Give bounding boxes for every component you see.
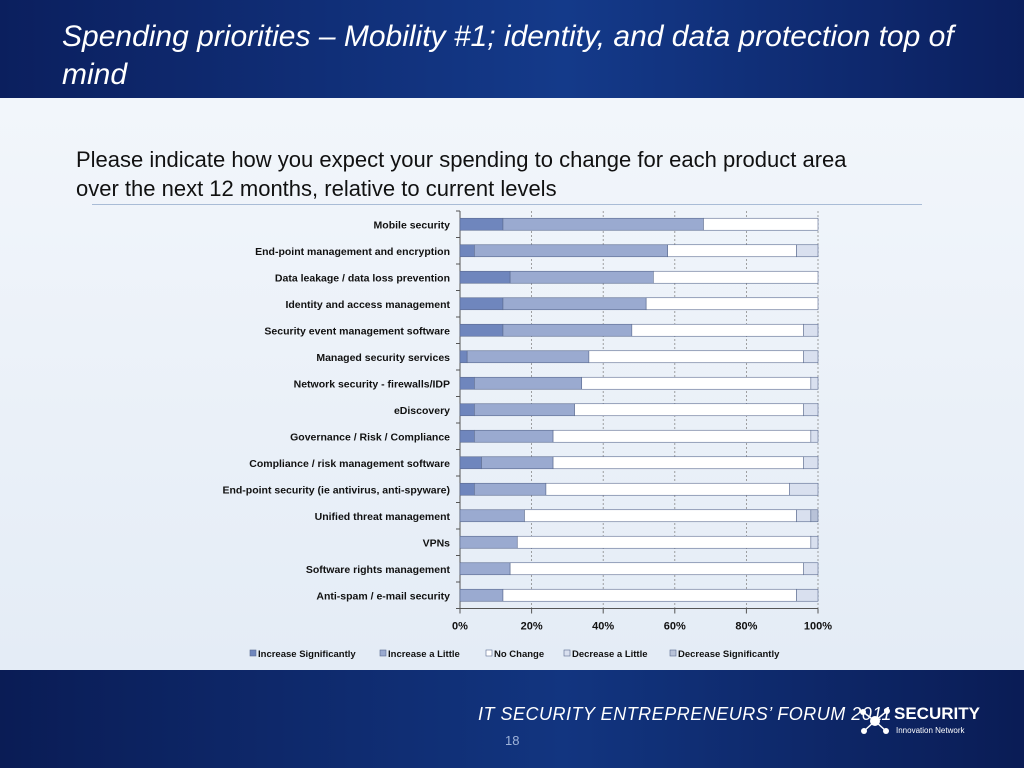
bar-segment (474, 403, 575, 417)
bar-segment (459, 429, 475, 443)
legend-label: Decrease a Little (572, 649, 648, 660)
bar-segment (474, 244, 668, 258)
category-label: Managed security services (316, 352, 450, 364)
bar-segment (631, 323, 804, 337)
legend-label: No Change (494, 649, 544, 660)
bar-segment (581, 376, 812, 390)
bar-segment (509, 270, 654, 284)
bar-segment (459, 403, 475, 417)
forum-name: IT SECURITY ENTREPRENEURS’ FORUM 2011 (478, 704, 892, 724)
category-label: Mobile security (374, 219, 451, 231)
bar-segment (524, 509, 797, 523)
legend-swatch (669, 649, 677, 657)
bar-segment (645, 297, 819, 311)
x-tick-label: 80% (735, 621, 757, 633)
bar-segment (803, 323, 819, 337)
bar-segment (796, 509, 812, 523)
category-label: eDiscovery (394, 405, 450, 417)
legend-swatch (485, 649, 493, 657)
x-tick-label: 20% (521, 621, 543, 633)
legend-swatch (379, 649, 387, 657)
bar-segment (803, 456, 819, 470)
bar-segment (803, 562, 819, 576)
category-label: Governance / Risk / Compliance (290, 431, 450, 443)
bar-segment (459, 323, 504, 337)
bar-segment (459, 509, 525, 523)
x-tick-label: 40% (592, 621, 614, 633)
bar-segment (803, 350, 819, 364)
category-label: Anti-spam / e-mail security (316, 590, 450, 602)
bar-segment (509, 562, 804, 576)
bar-segment (703, 217, 819, 231)
security-logo: SECURITY Innovation Network (858, 702, 988, 742)
bar-segment (459, 562, 511, 576)
bar-segment (502, 323, 633, 337)
bar-segment (810, 535, 819, 549)
bar-segment (459, 456, 482, 470)
divider-line (92, 204, 922, 205)
bar-segment (552, 429, 812, 443)
category-label: End-point security (ie antivirus, anti-s… (222, 484, 450, 496)
bar-segment (459, 376, 475, 390)
x-tick-label: 100% (804, 621, 832, 633)
bar-segment (810, 376, 819, 390)
legend-swatch (249, 649, 257, 657)
bar-segment (653, 270, 819, 284)
legend-swatch (563, 649, 571, 657)
bar-segment (502, 217, 704, 231)
category-label: Unified threat management (315, 511, 451, 523)
category-label: VPNs (423, 537, 451, 549)
bar-segment (474, 482, 547, 496)
bar-segment (466, 350, 590, 364)
bar-segment (545, 482, 790, 496)
bar-segment (789, 482, 819, 496)
x-tick-label: 0% (452, 621, 468, 633)
page-number: 18 (505, 733, 520, 748)
bar-segment (459, 588, 504, 602)
bar-segment (667, 244, 797, 258)
bar-segment (516, 535, 812, 549)
bar-segment (588, 350, 804, 364)
bar-segment (574, 403, 804, 417)
bar-segment (459, 217, 504, 231)
bar-segment (459, 297, 504, 311)
stacked-bar-chart: 0% 20% 40% 60% 80% 100% Mobile security End-poi… (222, 210, 832, 660)
category-label: Software rights management (306, 564, 451, 576)
bar-segment (552, 456, 804, 470)
bar-segment (481, 456, 554, 470)
bar-segment (474, 376, 583, 390)
title-bar: Spending priorities – Mobility #1; ident… (0, 0, 1024, 98)
bar-segment (502, 588, 797, 602)
bar-segment (810, 429, 819, 443)
bar-segment (796, 244, 819, 258)
category-label: Data leakage / data loss prevention (275, 272, 450, 284)
legend-label: Decrease Significantly (678, 649, 780, 660)
bar-segment (502, 297, 647, 311)
bar-segment (459, 535, 518, 549)
category-label: Identity and access management (285, 299, 450, 311)
logo-word: SECURITY (894, 704, 980, 723)
category-label: Compliance / risk management software (249, 458, 450, 470)
network-nodes-icon (860, 708, 890, 734)
bar-segment (796, 588, 819, 602)
bar-segment (459, 350, 468, 364)
category-label: End-point management and encryption (255, 246, 450, 258)
bar-segment (459, 244, 475, 258)
logo-subtitle: Innovation Network (896, 726, 965, 735)
category-label: Security event management software (264, 325, 450, 337)
legend-label: Increase Significantly (258, 649, 356, 660)
bar-segment (803, 403, 819, 417)
category-label: Network security - firewalls/IDP (294, 378, 450, 390)
legend-label: Increase a Little (388, 649, 460, 660)
x-tick-label: 60% (664, 621, 686, 633)
bar-segment (474, 429, 554, 443)
slide-title: Spending priorities – Mobility #1; ident… (62, 20, 954, 91)
survey-question: Please indicate how you expect your spen… (76, 147, 847, 201)
bar-segment (810, 509, 819, 523)
bar-segment (459, 270, 511, 284)
footer-bar (0, 670, 1024, 768)
bar-segment (459, 482, 475, 496)
